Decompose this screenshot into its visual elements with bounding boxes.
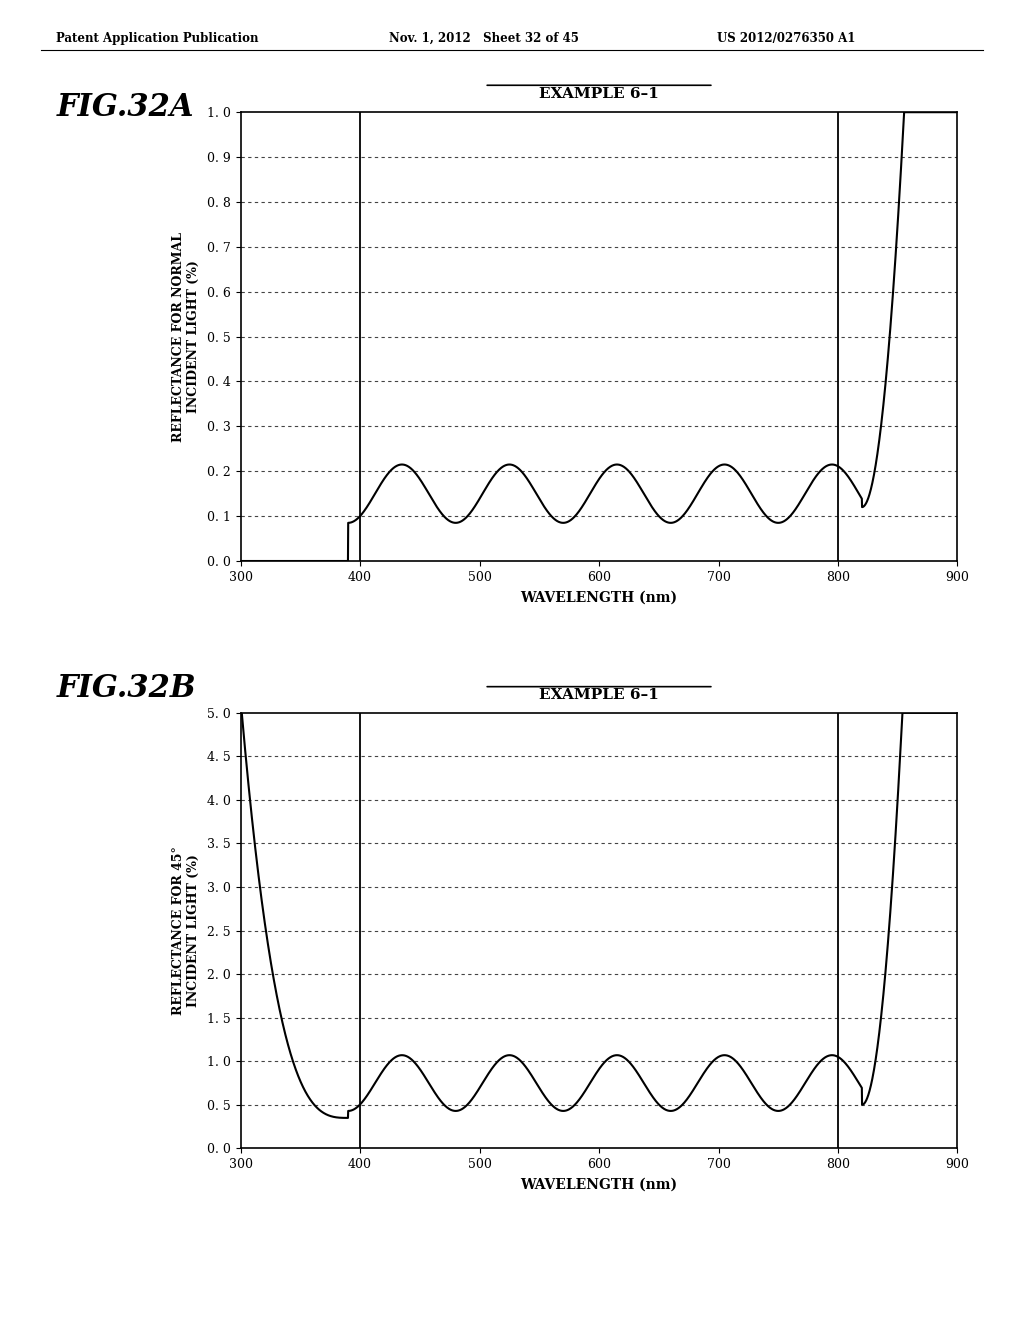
Text: FIG.32A: FIG.32A <box>56 92 194 123</box>
Title: EXAMPLE 6–1: EXAMPLE 6–1 <box>539 87 659 102</box>
Text: Nov. 1, 2012   Sheet 32 of 45: Nov. 1, 2012 Sheet 32 of 45 <box>389 32 579 45</box>
Y-axis label: REFLECTANCE FOR 45°
INCIDENT LIGHT (%): REFLECTANCE FOR 45° INCIDENT LIGHT (%) <box>172 846 200 1015</box>
Text: FIG.32B: FIG.32B <box>56 673 196 704</box>
Title: EXAMPLE 6–1: EXAMPLE 6–1 <box>539 688 659 702</box>
Text: Patent Application Publication: Patent Application Publication <box>56 32 259 45</box>
X-axis label: WAVELENGTH (nm): WAVELENGTH (nm) <box>520 1177 678 1192</box>
Y-axis label: REFLECTANCE FOR NORMAL
INCIDENT LIGHT (%): REFLECTANCE FOR NORMAL INCIDENT LIGHT (%… <box>172 231 200 442</box>
X-axis label: WAVELENGTH (nm): WAVELENGTH (nm) <box>520 590 678 605</box>
Text: US 2012/0276350 A1: US 2012/0276350 A1 <box>717 32 855 45</box>
